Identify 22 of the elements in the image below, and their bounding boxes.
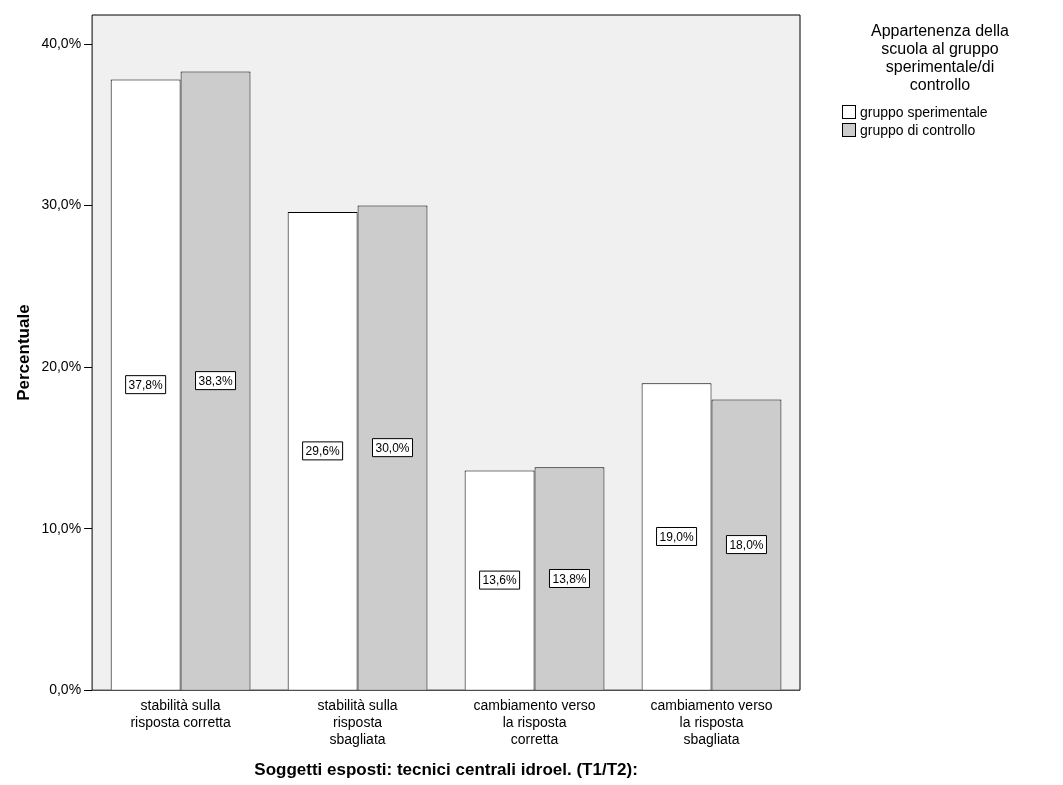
legend-label: gruppo di controllo [860, 122, 976, 138]
y-axis-title: Percentuale [13, 304, 33, 401]
data-label: 37,8% [128, 377, 163, 392]
y-tick-label: 10,0% [41, 519, 82, 536]
x-tick-label: stabilità sulla risposta corretta [130, 697, 231, 731]
text: gruppo sperimentale [860, 104, 988, 120]
legend-title: Appartenenza della scuola al gruppo sperimentale/di controllo [870, 22, 1010, 94]
y-tick-label: 40,0% [41, 34, 82, 51]
data-label: 30,0% [375, 440, 410, 455]
data-label: 38,3% [198, 373, 233, 388]
y-tick-label: 0,0% [49, 681, 82, 698]
x-tick-label: stabilità sulla risposta sbagliata [317, 697, 398, 748]
x-axis-title: Soggetti esposti: tecnici centrali idroel. (T1/T2): [254, 760, 638, 780]
x-tick-label: cambiamento verso la risposta sbagliata [650, 697, 773, 748]
data-label: 13,6% [482, 573, 517, 588]
y-tick-label: 20,0% [41, 358, 82, 374]
data-label: 18,0% [729, 537, 764, 552]
y-tick-label: 30,0% [41, 196, 82, 213]
data-label: 19,0% [659, 529, 694, 544]
data-label: 29,6% [305, 444, 340, 459]
data-label: 13,8% [552, 571, 587, 586]
x-tick-label: cambiamento verso la risposta corretta [473, 697, 596, 748]
